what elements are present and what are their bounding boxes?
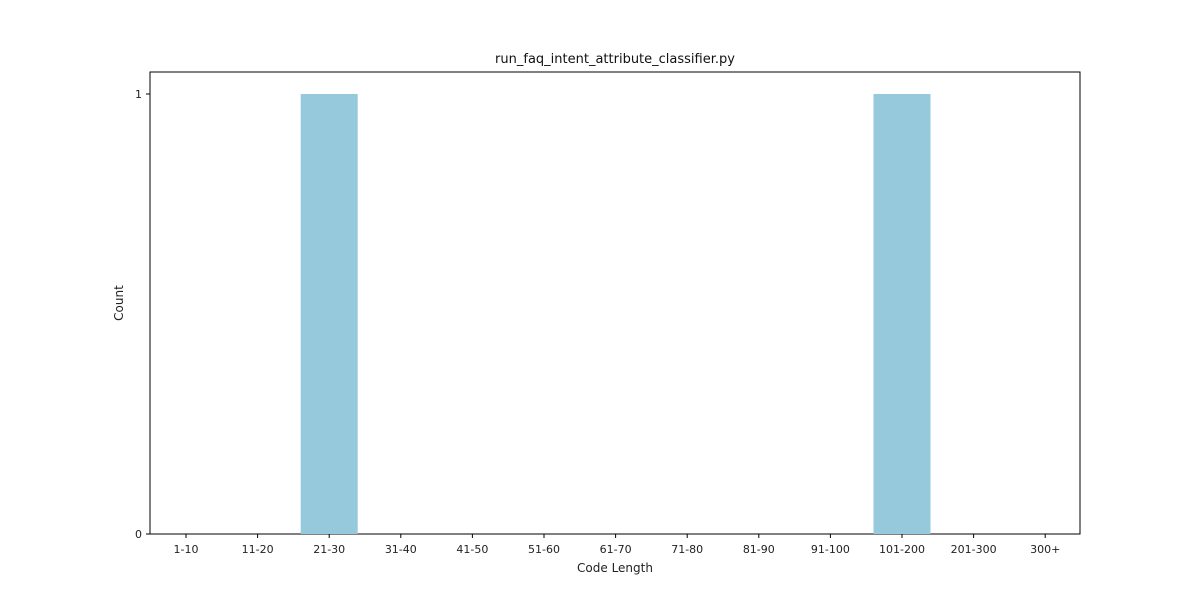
x-tick-label: 61-70	[600, 543, 632, 556]
y-tick-label: 0	[135, 528, 142, 541]
x-tick-label: 201-300	[951, 543, 997, 556]
x-tick-label: 11-20	[242, 543, 274, 556]
x-tick-label: 31-40	[385, 543, 417, 556]
plot-area-frame	[150, 72, 1080, 534]
x-tick-label: 300+	[1030, 543, 1060, 556]
x-tick-label: 81-90	[743, 543, 775, 556]
x-tick-label: 1-10	[174, 543, 199, 556]
x-tick-label: 51-60	[528, 543, 560, 556]
chart-title: run_faq_intent_attribute_classifier.py	[495, 52, 735, 67]
bar-101-200	[874, 94, 931, 534]
y-tick-label: 1	[135, 88, 142, 101]
bars-group	[301, 94, 931, 534]
bar-21-30	[301, 94, 358, 534]
x-axis-ticks: 1-10 11-20 21-30 31-40 41-50 51-60 61-70 71-80 8…	[174, 534, 1061, 556]
x-tick-label: 91-100	[811, 543, 850, 556]
x-tick-label: 21-30	[313, 543, 345, 556]
x-tick-label: 101-200	[879, 543, 925, 556]
x-tick-label: 41-50	[456, 543, 488, 556]
y-axis-ticks: 01	[135, 88, 150, 541]
x-axis-label: Code Length	[577, 561, 653, 575]
x-tick-label: 71-80	[671, 543, 703, 556]
y-axis-label: Count	[112, 285, 126, 321]
